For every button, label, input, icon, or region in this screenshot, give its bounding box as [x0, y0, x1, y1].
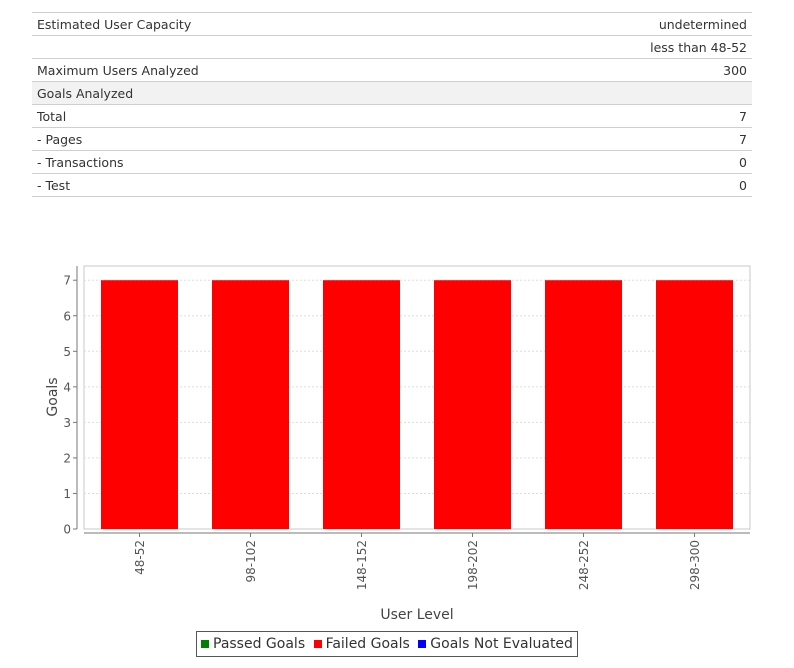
bar-failed-goals — [434, 280, 511, 529]
summary-label: - Transactions — [32, 150, 244, 174]
plot-background — [83, 265, 751, 530]
bar-failed-goals — [656, 280, 733, 529]
bar-failed-goals — [212, 280, 289, 529]
bars — [101, 280, 733, 529]
legend-label: Failed Goals — [325, 636, 410, 652]
summary-value: 300 — [244, 58, 752, 82]
bar-failed-goals — [101, 280, 178, 529]
y-tick-label: 4 — [63, 380, 71, 394]
bar-failed-goals — [323, 280, 400, 529]
legend-item-failed: Failed Goals — [313, 632, 410, 656]
summary-label — [32, 35, 244, 59]
summary-row-max-users: Maximum Users Analyzed 300 — [32, 58, 752, 82]
x-tick-label: 298-300 — [688, 540, 702, 590]
x-tick-label: 248-252 — [577, 540, 591, 590]
y-tick-label: 0 — [63, 523, 71, 537]
x-tick-label: 148-152 — [355, 540, 369, 590]
summary-label: - Test — [32, 173, 244, 197]
legend-label: Passed Goals — [213, 636, 306, 652]
summary-section-goals-analyzed: Goals Analyzed — [32, 81, 752, 105]
summary-label: Total — [32, 104, 244, 128]
summary-row-transactions: - Transactions 0 — [32, 150, 752, 174]
summary-row-capacity-detail: less than 48-52 — [32, 35, 752, 59]
summary-value: 0 — [244, 173, 752, 197]
x-tick-label: 98-102 — [244, 540, 258, 583]
summary-value — [244, 81, 752, 105]
summary-label: Maximum Users Analyzed — [32, 58, 244, 82]
legend-item-not-evaluated: Goals Not Evaluated — [418, 632, 573, 656]
summary-label: - Pages — [32, 127, 244, 151]
summary-row-total: Total 7 — [32, 104, 752, 128]
y-tick-label: 5 — [63, 345, 71, 359]
legend-label: Goals Not Evaluated — [430, 636, 573, 652]
y-axis-label: Goals — [45, 377, 61, 416]
y-tick-label: 2 — [63, 451, 71, 465]
summary-value: 0 — [244, 150, 752, 174]
section-heading: Goals Analyzed — [32, 81, 244, 105]
y-tick-label: 3 — [63, 416, 71, 430]
plot-area — [83, 265, 751, 530]
summary-value: less than 48-52 — [244, 35, 752, 59]
legend-swatch — [418, 640, 427, 648]
x-axis-label: User Level — [380, 607, 453, 623]
summary-row-test: - Test 0 — [32, 173, 752, 197]
summary-label: Estimated User Capacity — [32, 12, 244, 36]
x-tick-label: 48-52 — [133, 540, 147, 575]
legend-swatch — [313, 640, 322, 648]
summary-row-pages: - Pages 7 — [32, 127, 752, 151]
y-tick-label: 7 — [63, 274, 71, 288]
chart-legend: Passed Goals Failed Goals Goals Not Eval… — [196, 631, 578, 657]
summary-row-estimated-capacity: Estimated User Capacity undetermined — [32, 12, 752, 36]
summary-value: undetermined — [244, 12, 752, 36]
bar-failed-goals — [545, 280, 622, 529]
x-tick-label: 198-202 — [466, 540, 480, 590]
legend-swatch — [201, 640, 209, 648]
summary-value: 7 — [244, 127, 752, 151]
y-tick-label: 6 — [63, 309, 71, 323]
y-tick-label: 1 — [63, 487, 71, 501]
legend-item-passed: Passed Goals — [201, 632, 305, 656]
x-axis: 48-52 98-102 148-152 198-202 248-252 298-300 — [84, 532, 750, 590]
summary-value: 7 — [244, 104, 752, 128]
y-axis: 0 1 2 3 4 5 6 7 — [63, 266, 78, 537]
gridlines — [84, 279, 750, 494]
summary-table: Estimated User Capacity undetermined les… — [32, 12, 752, 197]
